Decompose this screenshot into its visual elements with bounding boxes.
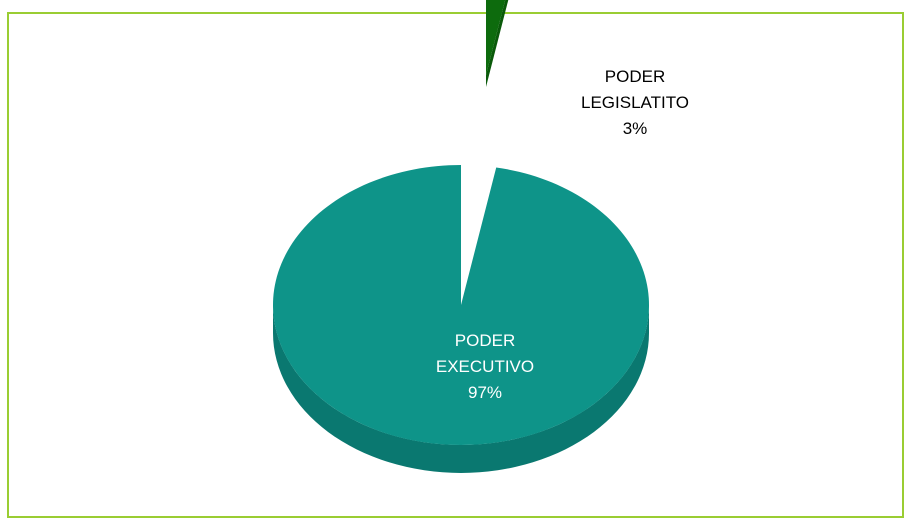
executivo-label-line3: 97%	[468, 383, 502, 402]
executivo-label-line1: PODER	[455, 331, 515, 350]
legislativo-label-line2: LEGISLATITO	[581, 93, 689, 112]
executivo-slice	[273, 165, 649, 445]
executivo-label-line2: EXECUTIVO	[436, 357, 534, 376]
legislativo-label-line3: 3%	[623, 119, 648, 138]
legislativo-label-line1: PODER	[605, 67, 665, 86]
